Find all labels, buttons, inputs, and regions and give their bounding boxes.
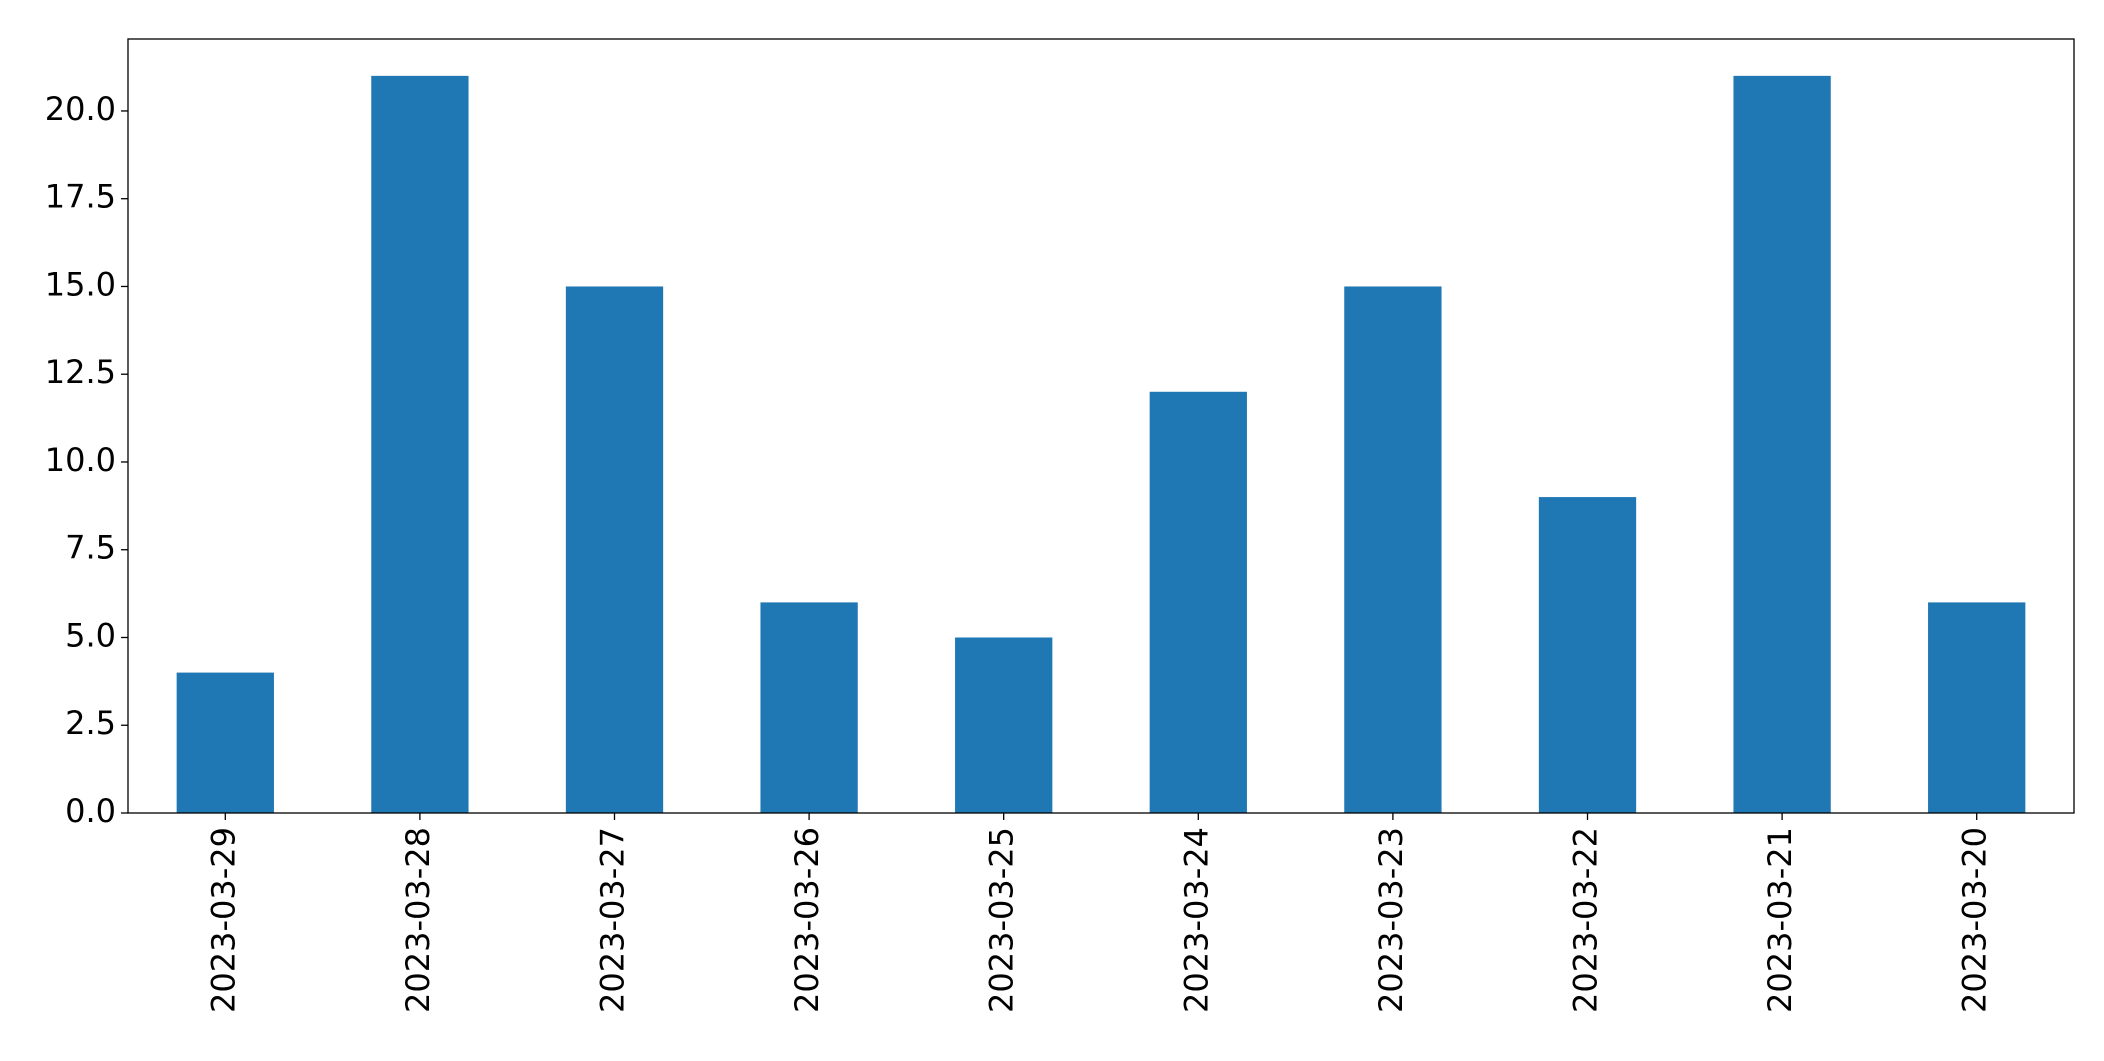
bar bbox=[371, 75, 469, 814]
bar bbox=[955, 637, 1053, 813]
bar bbox=[1733, 75, 1831, 814]
x-tick-label: 2023-03-27 bbox=[594, 827, 632, 1013]
x-tick-label: 2023-03-20 bbox=[1956, 827, 1994, 1013]
bar bbox=[1149, 391, 1247, 813]
x-tick-label: 2023-03-21 bbox=[1761, 827, 1799, 1013]
x-tick-label: 2023-03-28 bbox=[399, 827, 437, 1013]
y-tick-label: 7.5 bbox=[65, 529, 116, 567]
y-tick-label: 5.0 bbox=[65, 616, 116, 654]
bar bbox=[1928, 602, 2026, 813]
x-tick-label: 2023-03-29 bbox=[204, 827, 242, 1013]
bar bbox=[1344, 286, 1442, 814]
y-tick-label: 10.0 bbox=[45, 441, 116, 479]
x-tick-label: 2023-03-22 bbox=[1567, 827, 1605, 1013]
bar bbox=[1538, 497, 1637, 813]
y-tick-label: 17.5 bbox=[45, 178, 116, 216]
y-tick-label: 12.5 bbox=[45, 353, 116, 391]
x-tick-label: 2023-03-26 bbox=[788, 827, 826, 1013]
x-tick-label: 2023-03-24 bbox=[1177, 827, 1215, 1013]
bar bbox=[176, 672, 274, 813]
plot-frame bbox=[127, 38, 2075, 814]
bar bbox=[565, 286, 664, 814]
y-tick-label: 15.0 bbox=[45, 265, 116, 303]
y-tick-label: 20.0 bbox=[45, 90, 116, 128]
bar bbox=[760, 602, 858, 813]
y-tick-label: 0.0 bbox=[65, 792, 116, 830]
x-tick-label: 2023-03-23 bbox=[1372, 827, 1410, 1013]
y-tick-label: 2.5 bbox=[65, 704, 116, 742]
x-tick-label: 2023-03-25 bbox=[983, 827, 1021, 1013]
